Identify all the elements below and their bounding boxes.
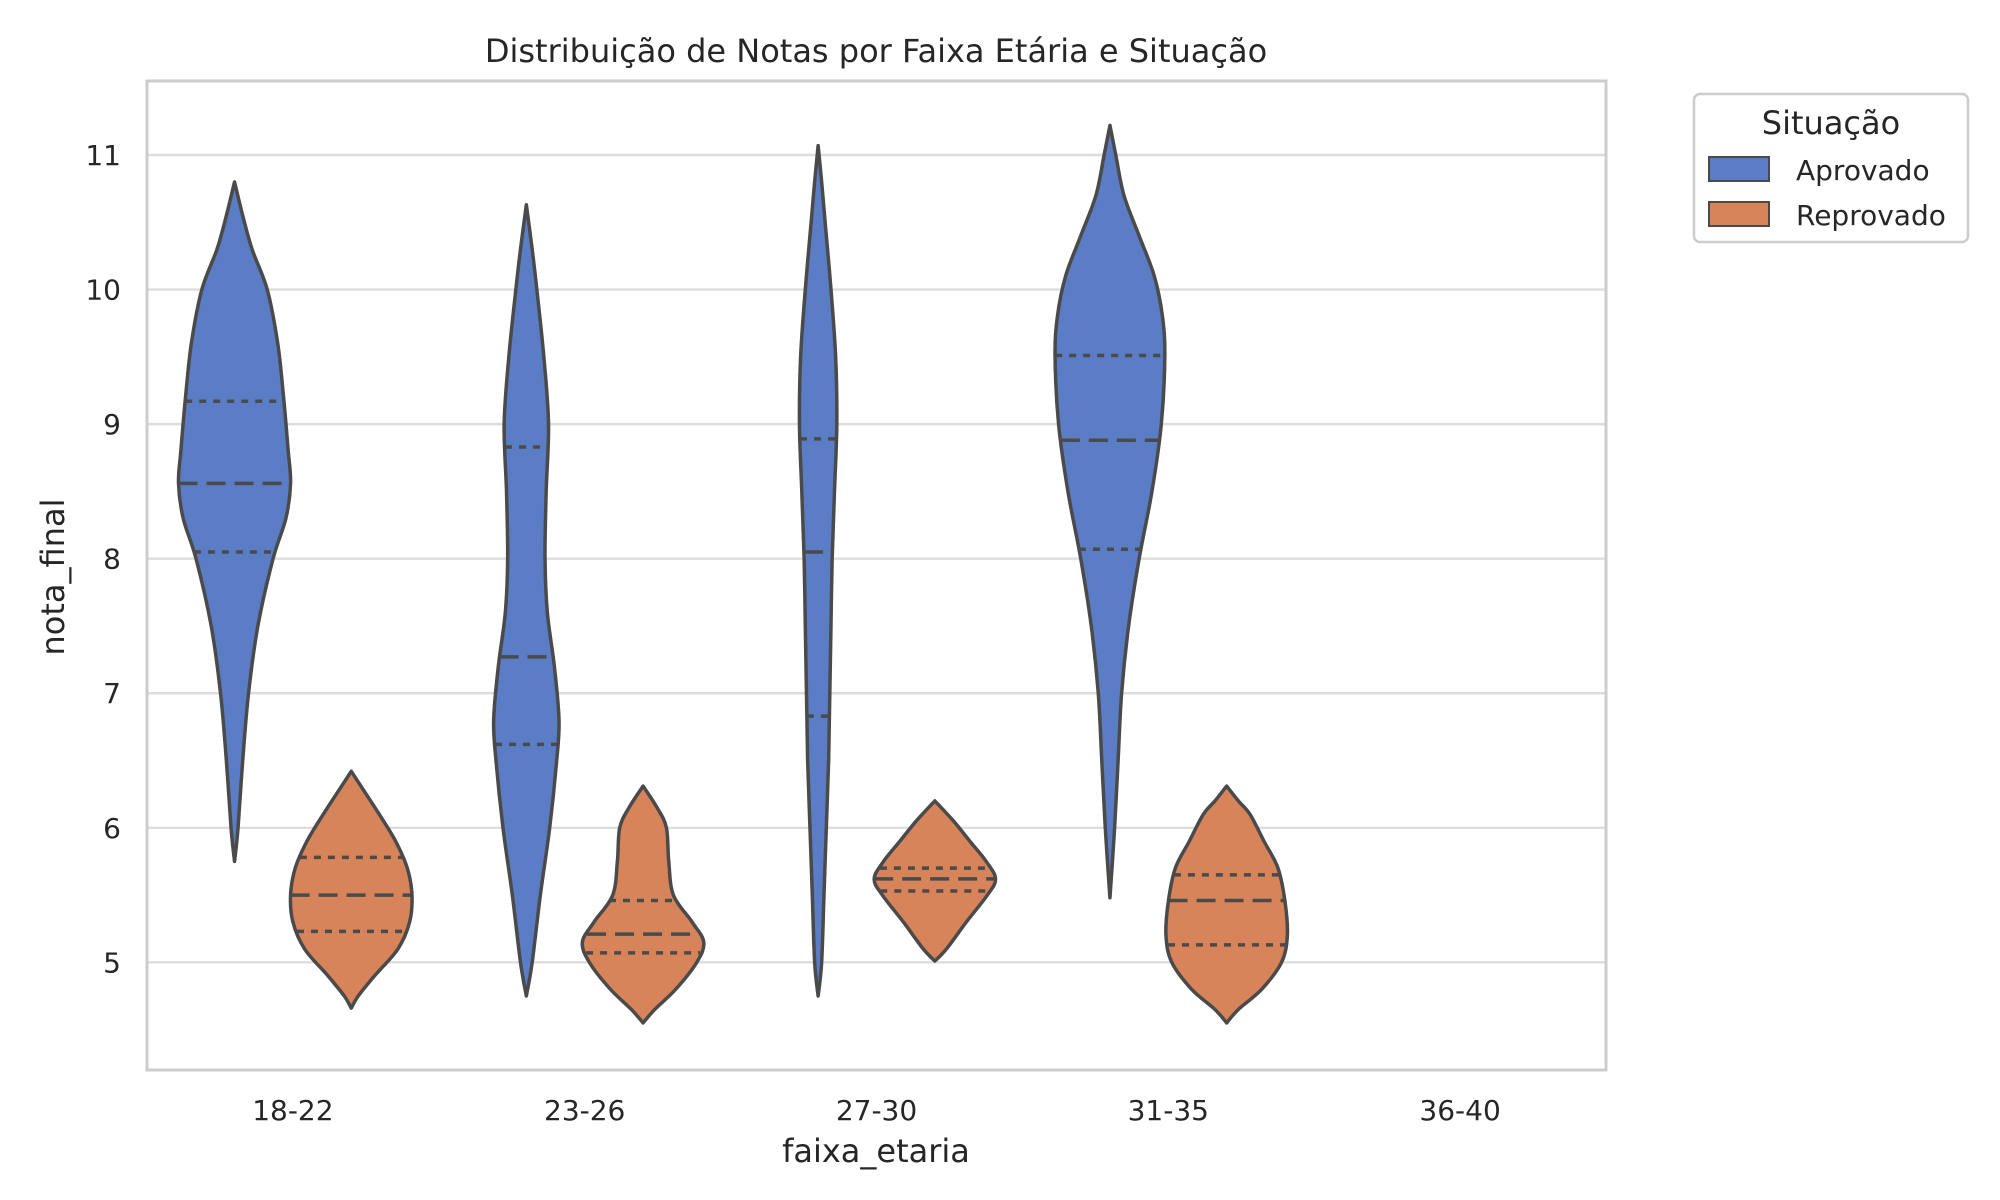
violin-reprovado-18-22: [288, 769, 414, 1010]
violin-body: [872, 799, 998, 963]
violin-aprovado-23-26: [491, 203, 561, 998]
legend-label-aprovado: Aprovado: [1796, 154, 1930, 187]
y-tick-label: 11: [85, 139, 121, 172]
y-tick-label: 10: [85, 274, 121, 307]
violin-aprovado-27-30: [797, 143, 839, 998]
legend-title: Situação: [1762, 104, 1900, 142]
violin-reprovado-31-35: [1164, 784, 1290, 1025]
x-axis-ticks: 18-22 23-26 27-30 31-35 36-40: [252, 1094, 1501, 1127]
legend: Situação Aprovado Reprovado: [1692, 92, 1970, 244]
violin-body: [1053, 123, 1167, 900]
violin-body: [580, 784, 706, 1025]
x-tick-label: 23-26: [544, 1094, 625, 1127]
x-tick-label: 31-35: [1128, 1094, 1209, 1127]
y-axis-label: nota_final: [34, 499, 72, 656]
y-tick-label: 5: [103, 946, 121, 979]
violin-body: [288, 769, 414, 1010]
y-tick-label: 9: [103, 408, 121, 441]
violin-body: [491, 203, 561, 998]
chart-title: Distribuição de Notas por Faixa Etária e…: [485, 32, 1267, 70]
x-tick-label: 27-30: [836, 1094, 917, 1127]
violin-aprovado-18-22: [176, 180, 293, 864]
y-axis-ticks: 5 6 7 8 9 10 11: [85, 139, 121, 979]
grid-lines: [147, 153, 1606, 964]
violin-group: [176, 123, 1290, 1025]
x-axis-label: faixa_etaria: [782, 1132, 970, 1170]
y-tick-label: 7: [103, 677, 121, 710]
legend-label-reprovado: Reprovado: [1796, 199, 1946, 232]
y-tick-label: 8: [103, 543, 121, 576]
legend-swatch-reprovado: [1708, 201, 1770, 227]
x-tick-label: 36-40: [1419, 1094, 1500, 1127]
legend-swatch-aprovado: [1708, 156, 1770, 182]
violin-reprovado-27-30: [872, 799, 998, 963]
y-tick-label: 6: [103, 812, 121, 845]
violin-aprovado-31-35: [1053, 123, 1167, 900]
x-tick-label: 18-22: [252, 1094, 333, 1127]
plot-frame: [145, 79, 1608, 1072]
violin-body: [797, 143, 839, 998]
violin-reprovado-23-26: [580, 784, 706, 1025]
violin-body: [176, 180, 293, 864]
violin-body: [1164, 784, 1290, 1025]
